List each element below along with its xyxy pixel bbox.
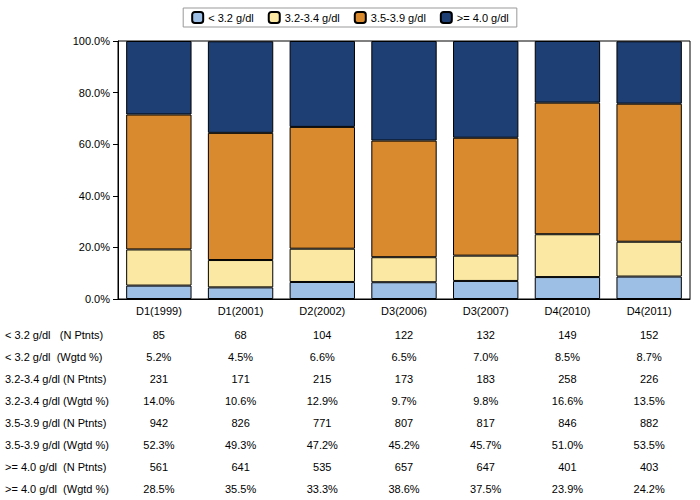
svg-text:122: 122 — [395, 329, 413, 341]
svg-text:68: 68 — [234, 329, 246, 341]
svg-text:561: 561 — [150, 461, 168, 473]
svg-text:535: 535 — [313, 461, 331, 473]
svg-text:49.3%: 49.3% — [225, 439, 256, 451]
svg-text:>= 4.0 g/dl (Wgtd %): >= 4.0 g/dl (Wgtd %) — [5, 483, 109, 495]
svg-text:641: 641 — [231, 461, 249, 473]
svg-text:52.3%: 52.3% — [143, 439, 174, 451]
svg-text:47.2%: 47.2% — [307, 439, 338, 451]
svg-text:< 3.2 g/dl (N Ptnts): < 3.2 g/dl (N Ptnts) — [5, 329, 103, 341]
svg-text:51.0%: 51.0% — [552, 439, 583, 451]
svg-text:60.0%: 60.0% — [79, 138, 110, 150]
svg-text:16.6%: 16.6% — [552, 395, 583, 407]
svg-text:35.5%: 35.5% — [225, 483, 256, 495]
svg-text:258: 258 — [558, 373, 576, 385]
svg-text:3.2-3.4 g/dl: 3.2-3.4 g/dl — [285, 12, 340, 24]
svg-text:100.0%: 100.0% — [73, 35, 111, 47]
svg-text:226: 226 — [640, 373, 658, 385]
svg-text:< 3.2 g/dl: < 3.2 g/dl — [208, 12, 254, 24]
svg-text:403: 403 — [640, 461, 658, 473]
svg-text:D1(2001): D1(2001) — [218, 305, 264, 317]
svg-text:152: 152 — [640, 329, 658, 341]
svg-text:657: 657 — [395, 461, 413, 473]
svg-text:D4(2011): D4(2011) — [627, 305, 672, 317]
svg-text:53.5%: 53.5% — [634, 439, 665, 451]
svg-text:8.5%: 8.5% — [555, 351, 580, 363]
svg-text:>= 4.0 g/dl: >= 4.0 g/dl — [457, 12, 509, 24]
svg-text:38.6%: 38.6% — [388, 483, 419, 495]
svg-text:132: 132 — [477, 329, 495, 341]
svg-text:6.6%: 6.6% — [310, 351, 335, 363]
svg-text:80.0%: 80.0% — [79, 87, 110, 99]
svg-text:4.5%: 4.5% — [228, 351, 253, 363]
svg-text:3.5-3.9 g/dl (N Ptnts): 3.5-3.9 g/dl (N Ptnts) — [5, 417, 107, 429]
svg-text:171: 171 — [231, 373, 249, 385]
svg-text:>= 4.0 g/dl (N Ptnts): >= 4.0 g/dl (N Ptnts) — [5, 461, 107, 473]
svg-text:771: 771 — [313, 417, 331, 429]
svg-text:23.9%: 23.9% — [552, 483, 583, 495]
svg-text:807: 807 — [395, 417, 413, 429]
svg-text:D1(1999): D1(1999) — [136, 305, 182, 317]
svg-text:231: 231 — [150, 373, 168, 385]
svg-text:9.7%: 9.7% — [391, 395, 416, 407]
svg-text:3.2-3.4 g/dl (Wgtd %): 3.2-3.4 g/dl (Wgtd %) — [5, 395, 109, 407]
svg-text:< 3.2 g/dl (Wgtd %): < 3.2 g/dl (Wgtd %) — [5, 351, 103, 363]
svg-text:817: 817 — [477, 417, 495, 429]
svg-text:5.2%: 5.2% — [146, 351, 171, 363]
svg-text:D3(2007): D3(2007) — [463, 305, 509, 317]
svg-text:401: 401 — [558, 461, 576, 473]
svg-text:647: 647 — [477, 461, 495, 473]
svg-text:7.0%: 7.0% — [473, 351, 498, 363]
svg-text:13.5%: 13.5% — [634, 395, 665, 407]
svg-text:24.2%: 24.2% — [634, 483, 665, 495]
svg-text:215: 215 — [313, 373, 331, 385]
svg-text:9.8%: 9.8% — [473, 395, 498, 407]
svg-text:D2(2002): D2(2002) — [299, 305, 345, 317]
svg-text:D3(2006): D3(2006) — [381, 305, 427, 317]
svg-text:33.3%: 33.3% — [307, 483, 338, 495]
svg-text:45.2%: 45.2% — [388, 439, 419, 451]
svg-text:20.0%: 20.0% — [79, 241, 110, 253]
svg-text:0.0%: 0.0% — [85, 293, 110, 305]
svg-text:8.7%: 8.7% — [637, 351, 662, 363]
svg-text:173: 173 — [395, 373, 413, 385]
svg-text:85: 85 — [153, 329, 165, 341]
svg-text:104: 104 — [313, 329, 331, 341]
svg-text:183: 183 — [477, 373, 495, 385]
svg-text:28.5%: 28.5% — [143, 483, 174, 495]
svg-text:D4(2010): D4(2010) — [544, 305, 590, 317]
svg-text:37.5%: 37.5% — [470, 483, 501, 495]
svg-text:40.0%: 40.0% — [79, 190, 110, 202]
svg-text:3.5-3.9 g/dl (Wgtd %): 3.5-3.9 g/dl (Wgtd %) — [5, 439, 109, 451]
svg-text:3.5-3.9 g/dl: 3.5-3.9 g/dl — [371, 12, 426, 24]
svg-text:3.2-3.4 g/dl (N Ptnts): 3.2-3.4 g/dl (N Ptnts) — [5, 373, 107, 385]
svg-text:45.7%: 45.7% — [470, 439, 501, 451]
svg-text:942: 942 — [150, 417, 168, 429]
svg-text:826: 826 — [231, 417, 249, 429]
svg-text:12.9%: 12.9% — [307, 395, 338, 407]
svg-text:149: 149 — [558, 329, 576, 341]
svg-text:6.5%: 6.5% — [391, 351, 416, 363]
svg-text:882: 882 — [640, 417, 658, 429]
svg-text:846: 846 — [558, 417, 576, 429]
svg-text:10.6%: 10.6% — [225, 395, 256, 407]
svg-text:14.0%: 14.0% — [143, 395, 174, 407]
